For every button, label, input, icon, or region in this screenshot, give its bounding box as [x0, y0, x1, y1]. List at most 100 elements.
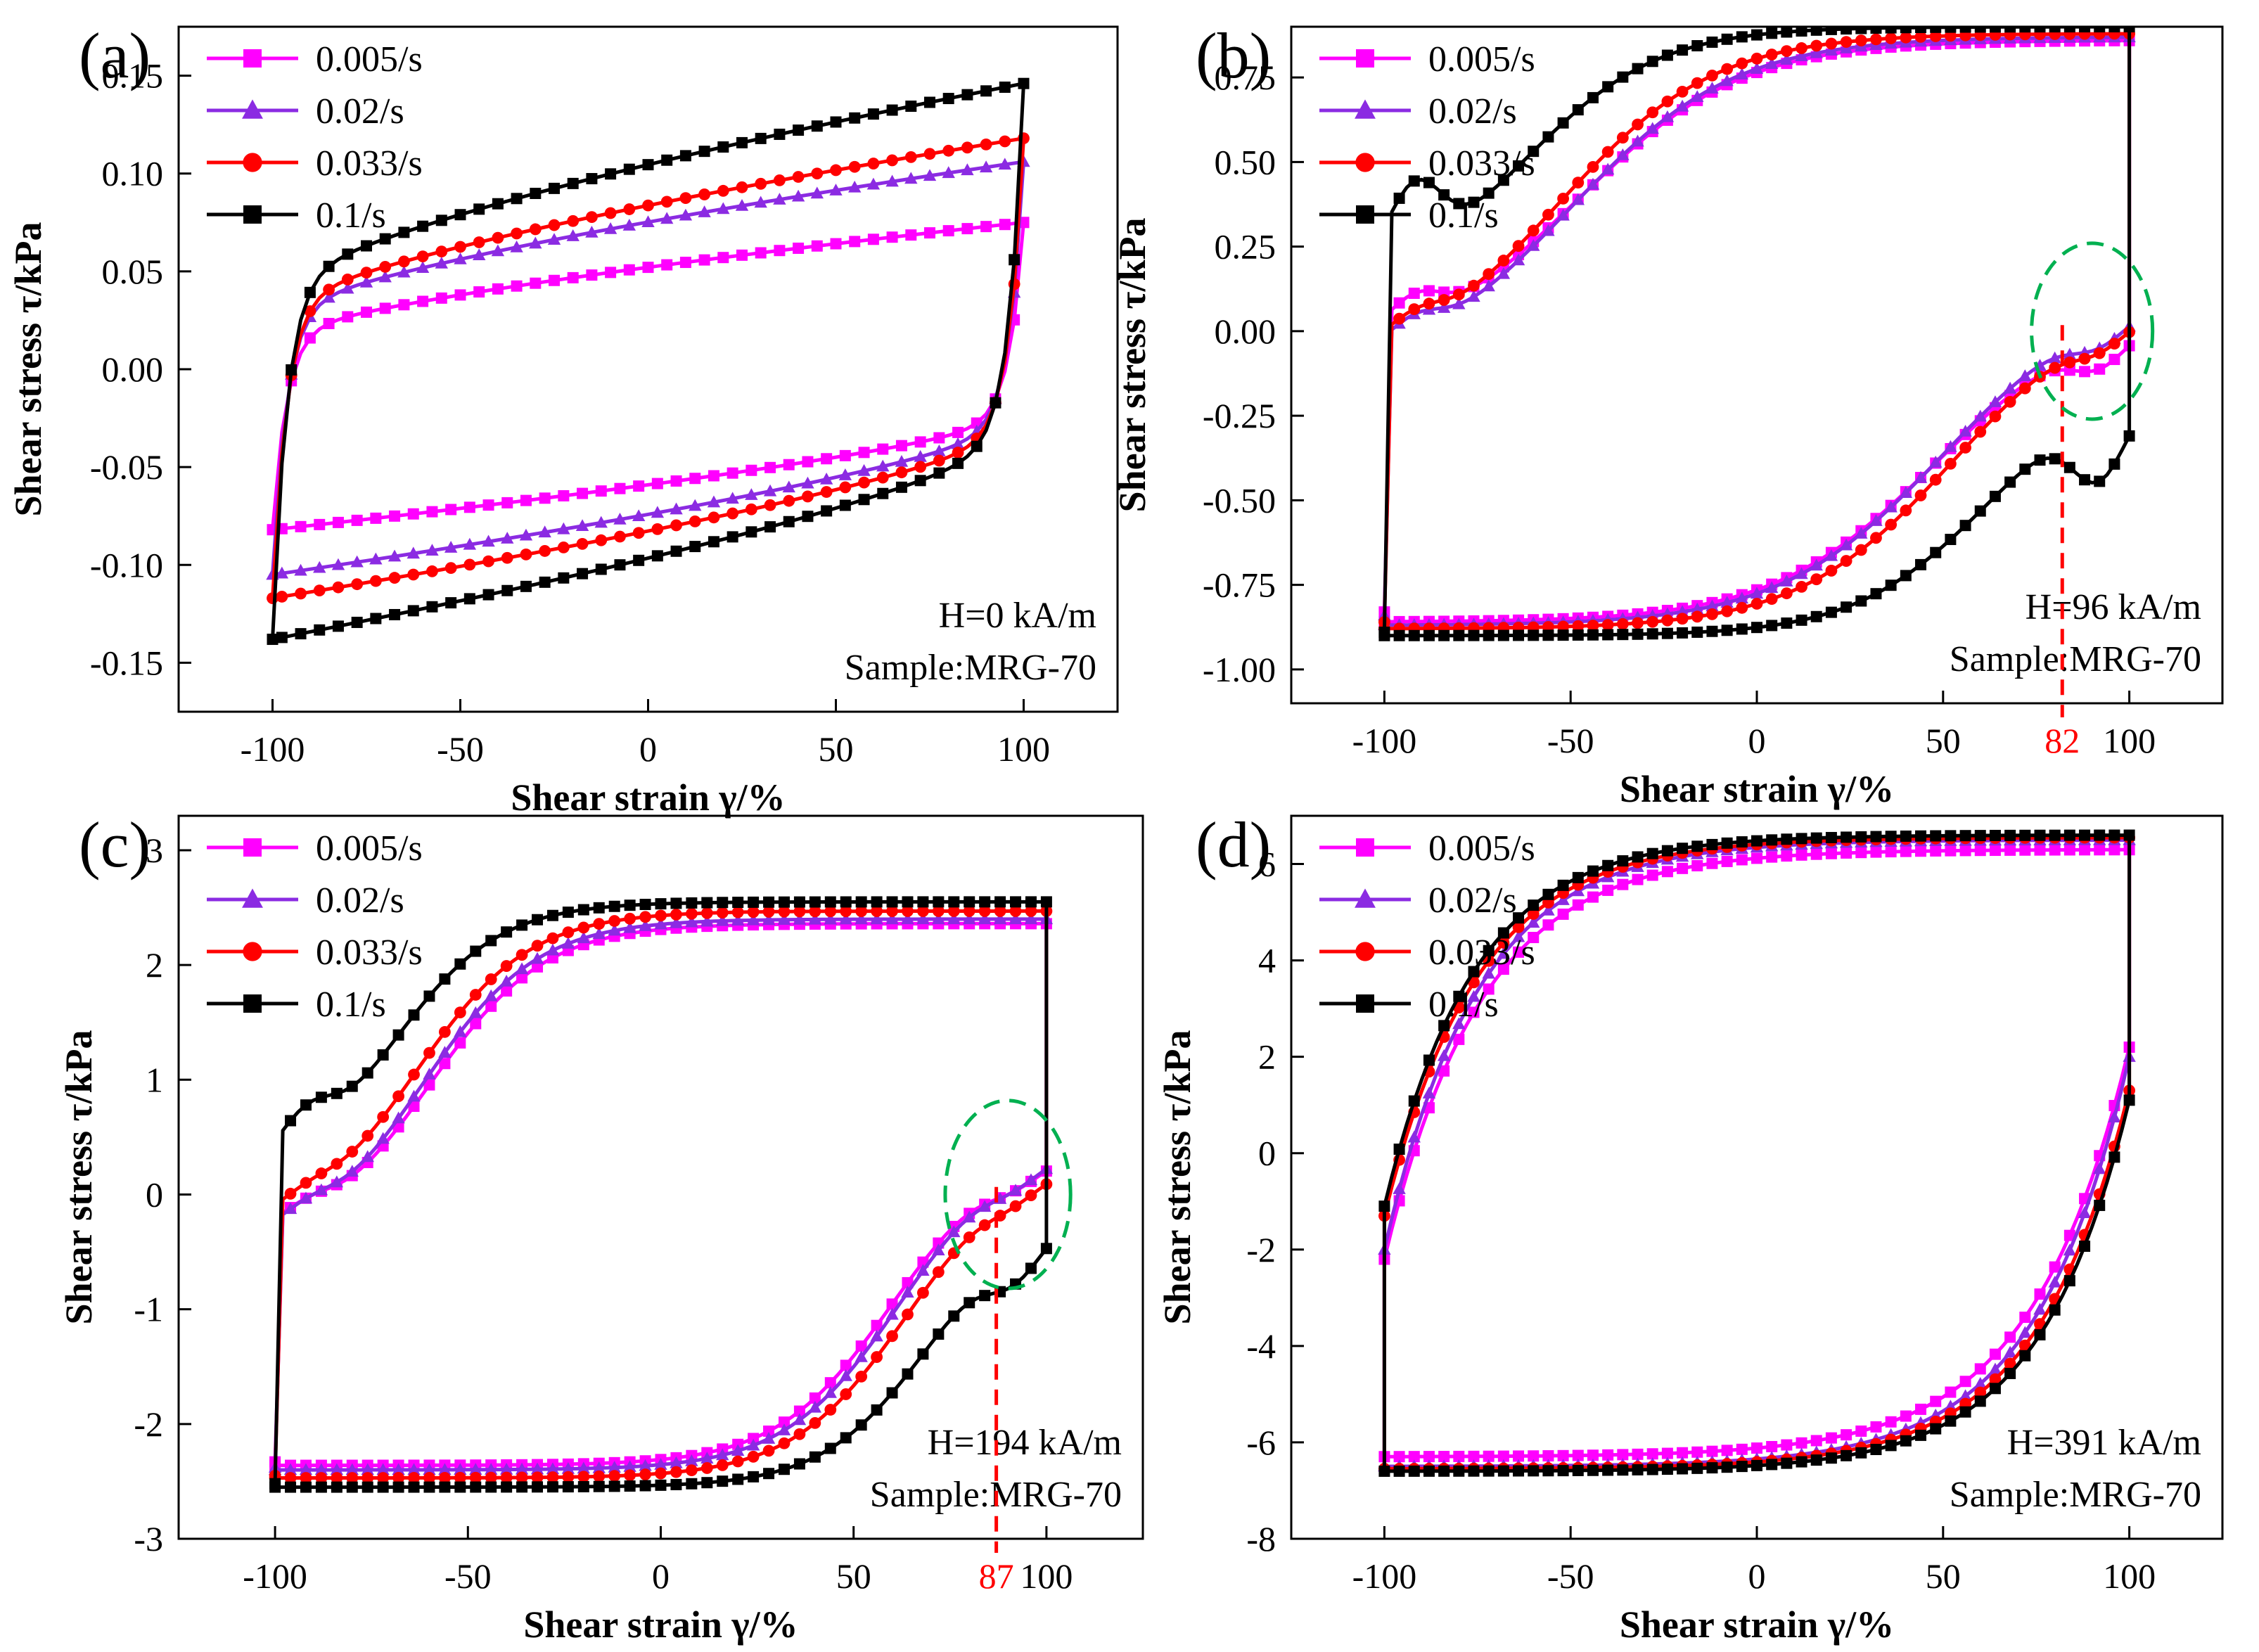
data-point: [416, 250, 429, 262]
data-point: [438, 1463, 452, 1475]
data-point: [1884, 500, 1898, 513]
data-point: [745, 488, 758, 500]
data-point: [886, 1330, 898, 1343]
data-point: [840, 1388, 852, 1400]
data-point: [1528, 629, 1540, 641]
data-point: [1632, 63, 1644, 75]
data-point: [858, 494, 870, 506]
data-point: [2049, 1261, 2061, 1273]
data-point: [1497, 927, 1509, 939]
data-point: [1974, 1395, 1986, 1407]
data-point: [1839, 538, 1853, 551]
data-point: [1870, 532, 1882, 544]
data-point: [1587, 891, 1599, 903]
data-point: [539, 576, 551, 588]
data-point: [642, 159, 654, 171]
data-point: [1378, 1465, 1390, 1477]
data-point: [2034, 1288, 2046, 1300]
data-point: [839, 481, 852, 494]
data-point: [1378, 1200, 1390, 1212]
data-point: [838, 468, 852, 480]
data-point: [438, 1046, 452, 1058]
data-point: [388, 572, 401, 584]
data-point: [1572, 899, 1584, 911]
data-point: [1885, 846, 1897, 858]
panel-label: (c): [79, 809, 151, 881]
data-point: [377, 1049, 389, 1061]
data-point: [793, 896, 805, 908]
data-point: [876, 459, 890, 472]
data-point: [332, 581, 345, 594]
data-point: [1009, 254, 1020, 266]
data-point: [379, 260, 392, 273]
series-line: [1382, 833, 2132, 1473]
data-point: [867, 108, 879, 120]
data-point: [963, 912, 976, 925]
series-line: [273, 917, 1049, 1472]
data-point: [932, 1266, 945, 1279]
data-point: [717, 184, 729, 197]
chart-panel-a: -100 -50 0 50 100 -0.15 -0.10 -0.05 0.00 0.05 0.10…: [7, 20, 1119, 819]
data-point: [2019, 463, 2031, 475]
data-point: [1751, 622, 1762, 634]
data-point: [2049, 829, 2061, 841]
data-point: [1914, 489, 1927, 501]
data-point: [830, 164, 842, 177]
data-point: [485, 973, 497, 985]
data-point: [562, 907, 574, 918]
data-point: [1841, 1449, 1852, 1461]
data-point: [361, 306, 372, 318]
data-point: [655, 1467, 667, 1480]
data-point: [979, 1290, 991, 1302]
series-line: [273, 921, 1049, 1468]
data-point: [717, 141, 729, 153]
data-point: [485, 1471, 497, 1484]
data-point: [331, 558, 345, 570]
data-point: [639, 1459, 652, 1471]
data-point: [1513, 912, 1525, 924]
data-point: [963, 1231, 975, 1243]
data-point: [783, 494, 795, 507]
data-point: [1587, 91, 1599, 103]
x-tick-label: 50: [1926, 721, 1961, 760]
data-point: [670, 908, 682, 921]
data-point: [1453, 990, 1465, 1002]
data-point: [1766, 1440, 1778, 1452]
data-point: [529, 236, 542, 249]
x-tick-label: 100: [2103, 721, 2156, 760]
data-point: [1899, 486, 1913, 498]
data-point: [1557, 192, 1570, 205]
data-point: [1885, 27, 1897, 34]
data-point: [577, 931, 591, 944]
data-point: [1855, 1447, 1867, 1459]
data-point: [793, 124, 805, 136]
data-point: [408, 1068, 420, 1081]
data-point: [978, 912, 992, 925]
data-point: [1721, 1445, 1733, 1456]
data-point: [2048, 1275, 2061, 1288]
data-point: [593, 1480, 605, 1492]
data-point: [698, 188, 710, 200]
data-point: [1780, 587, 1793, 600]
data-point: [2049, 361, 2061, 374]
data-point: [561, 1461, 575, 1474]
data-point: [1974, 845, 1986, 857]
x-tick-label: -50: [1547, 1556, 1594, 1596]
data-point: [423, 1471, 435, 1484]
data-point: [1721, 837, 1733, 849]
data-point: [999, 81, 1011, 93]
data-point: [1677, 862, 1689, 874]
data-point: [1632, 1464, 1644, 1475]
data-point: [501, 926, 513, 938]
data-point: [346, 1146, 359, 1158]
data-point: [546, 909, 558, 921]
data-point: [748, 1433, 760, 1445]
data-point: [423, 1481, 435, 1493]
data-point: [485, 1463, 498, 1475]
data-point: [585, 225, 599, 238]
data-point: [824, 905, 837, 918]
data-point: [2049, 27, 2061, 33]
data-point: [855, 1370, 868, 1383]
data-point: [417, 220, 429, 232]
data-point: [482, 499, 494, 511]
